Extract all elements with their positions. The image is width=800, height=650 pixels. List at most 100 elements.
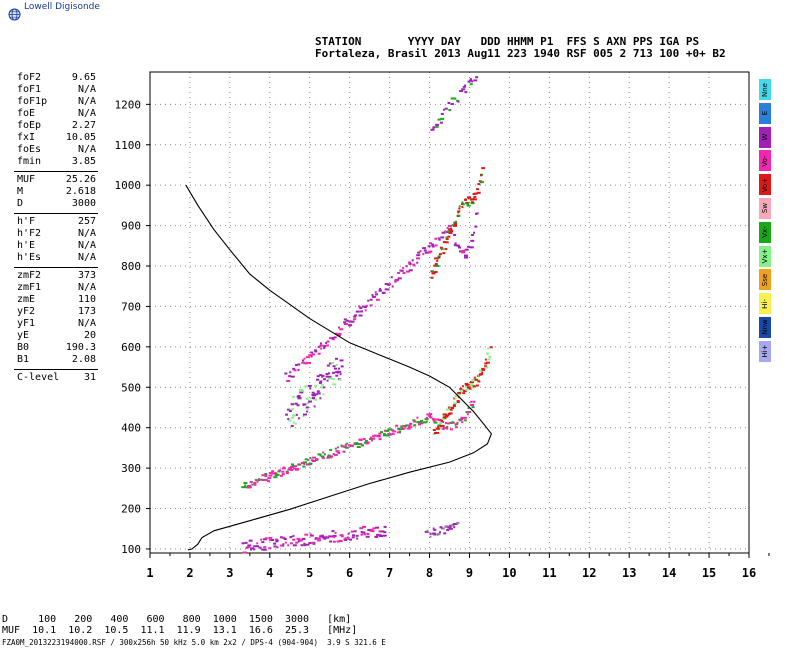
echo-point — [467, 80, 471, 83]
echo-point — [452, 405, 456, 408]
echo-point — [487, 347, 490, 350]
legend-label: Vo+ — [761, 177, 769, 192]
echo-point — [303, 462, 306, 465]
echo-point — [340, 444, 343, 447]
param-value: 25.26 — [65, 174, 96, 185]
param-label: M — [17, 186, 24, 197]
echo-point — [313, 393, 318, 396]
echo-point — [320, 347, 323, 350]
legend-label: Sw — [761, 203, 769, 214]
param-value: N/A — [77, 108, 96, 119]
param-label: h'F2 — [17, 228, 42, 239]
echo-point — [292, 538, 296, 541]
echo-point — [470, 386, 475, 389]
echo-point — [309, 534, 314, 537]
echo-point — [378, 438, 382, 441]
legend-label: Hi- — [761, 298, 769, 309]
echo-point — [258, 478, 261, 481]
echo-point — [282, 466, 285, 469]
echo-point — [471, 80, 474, 83]
echo-point — [302, 465, 306, 468]
echo-point — [397, 428, 402, 431]
echo-point — [319, 380, 323, 383]
echo-point — [242, 551, 247, 554]
echo-point — [470, 400, 473, 403]
param-row: fxI 10.05 — [0, 132, 106, 144]
echo-point — [325, 344, 329, 347]
echo-point — [313, 405, 316, 408]
echo-point — [397, 277, 402, 280]
legend-item: Hi+ — [759, 340, 771, 362]
echo-point — [387, 428, 390, 431]
echo-point — [365, 442, 369, 445]
echo-point — [389, 428, 393, 431]
echo-point — [254, 479, 258, 482]
echo-point — [334, 531, 337, 534]
echo-point — [289, 466, 294, 469]
param-row: foF1 N/A — [0, 84, 106, 96]
echo-point — [323, 453, 326, 456]
echo-point — [419, 419, 423, 422]
echo-point — [367, 299, 370, 302]
echo-point — [344, 446, 349, 449]
echo-point — [400, 269, 404, 272]
echo-point — [284, 372, 288, 375]
muf-distance-row: D 100 200 400 600 800 1000 1500 3000 [km… — [2, 614, 352, 625]
echo-point — [442, 428, 445, 431]
echo-point — [344, 538, 348, 541]
echo-point — [427, 245, 431, 248]
echo-point — [356, 537, 359, 540]
echo-point — [426, 413, 431, 416]
echo-point — [261, 474, 265, 477]
echo-point — [453, 233, 457, 236]
echo-point — [293, 467, 297, 470]
echo-point — [338, 367, 341, 370]
echo-point — [469, 384, 474, 387]
echo-point — [338, 370, 342, 373]
echo-point — [323, 345, 327, 348]
echo-point — [460, 203, 464, 206]
echo-point — [391, 432, 395, 435]
param-value: 190.3 — [65, 342, 96, 353]
echo-point — [371, 294, 374, 297]
echo-point — [477, 183, 481, 186]
legend-label: Vx+ — [761, 248, 769, 264]
echo-point — [434, 237, 438, 240]
echo-point — [274, 538, 278, 541]
echo-point — [273, 476, 278, 479]
echo-point — [461, 385, 464, 388]
y-tick-label: 100 — [121, 543, 141, 556]
echo-point — [247, 486, 252, 489]
echo-point — [473, 377, 477, 380]
echo-point — [244, 484, 247, 487]
echo-point — [428, 414, 432, 417]
echo-point — [433, 533, 437, 536]
echo-point — [343, 321, 347, 324]
echo-point — [354, 314, 358, 317]
echo-point — [418, 423, 422, 426]
echo-point — [431, 243, 435, 246]
echo-point — [374, 291, 377, 294]
echo-point — [313, 349, 317, 352]
echo-point — [484, 365, 488, 368]
echo-point — [391, 429, 395, 432]
echo-point — [458, 205, 461, 208]
echo-point — [372, 527, 376, 530]
echo-point — [475, 384, 479, 387]
echo-point — [286, 379, 291, 382]
echo-point — [276, 539, 279, 542]
echo-point — [353, 530, 357, 533]
echo-point — [422, 421, 427, 424]
y-tick-label: 1200 — [115, 98, 142, 111]
echo-point — [333, 453, 338, 456]
echo-point — [384, 288, 388, 291]
echo-point — [333, 536, 336, 539]
echo-point — [467, 407, 470, 410]
echo-point — [312, 394, 317, 397]
echo-point — [457, 210, 461, 213]
echo-point — [316, 539, 321, 542]
echo-point — [373, 434, 378, 437]
echo-point — [312, 353, 316, 356]
legend-item: Sse — [759, 269, 771, 291]
